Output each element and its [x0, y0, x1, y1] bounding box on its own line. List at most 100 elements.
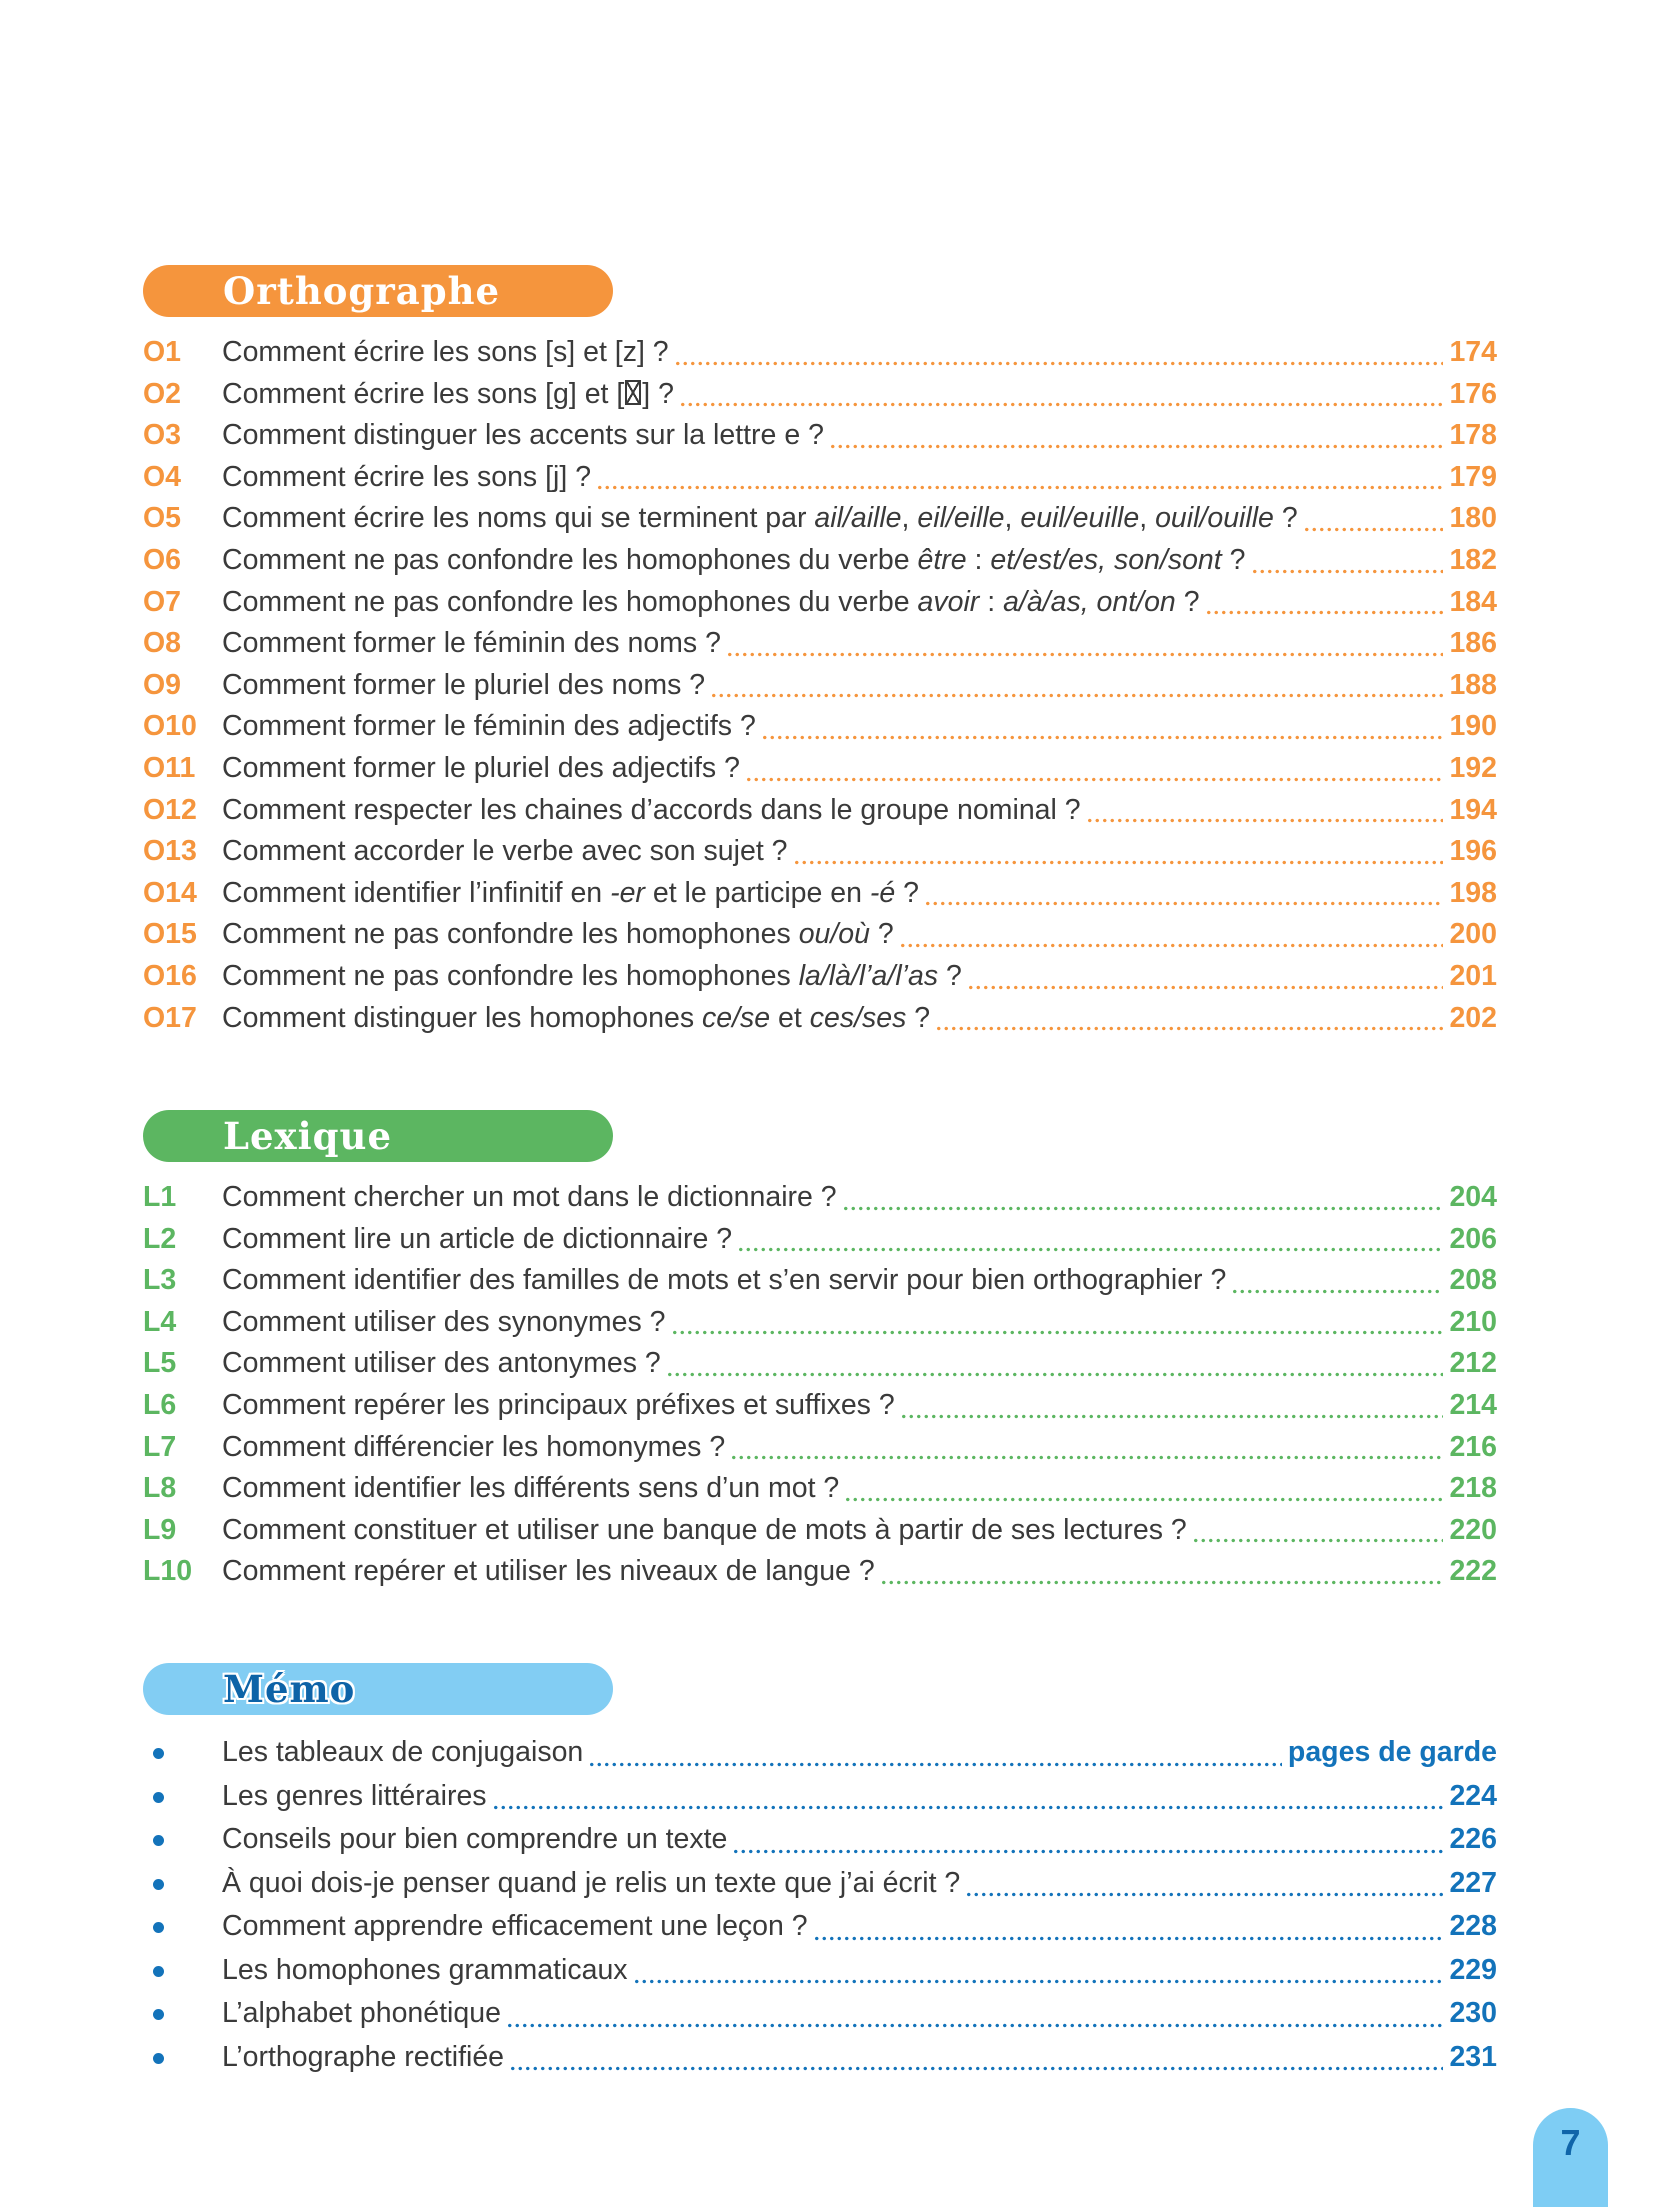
toc-row: L8 Comment identifier les différents sens… — [143, 1468, 1497, 1510]
dotted-leader — [828, 443, 1444, 449]
bullet-icon — [143, 1920, 222, 1934]
row-page-number: 179 — [1449, 460, 1497, 493]
toc-row: O16 Comment ne pas confondre les homophon… — [143, 956, 1497, 998]
dotted-leader — [924, 901, 1444, 907]
row-page-number: 196 — [1449, 835, 1497, 868]
toc-row: O17 Comment distinguer les homophones ce/… — [143, 998, 1497, 1040]
row-page-number: 227 — [1449, 1866, 1497, 1899]
row-title: Comment former le pluriel des adjectifs … — [222, 751, 740, 784]
row-title: Comment former le féminin des noms ? — [222, 627, 721, 660]
row-title: Comment ne pas confondre les homophones … — [222, 959, 962, 992]
row-page-number: 174 — [1449, 336, 1497, 368]
bullet-icon — [143, 1877, 222, 1890]
row-title: Comment écrire les sons [g] et [] ? — [222, 377, 674, 410]
dotted-leader — [792, 859, 1444, 865]
bullet-icon — [143, 2007, 222, 2021]
row-page-number: 182 — [1449, 543, 1497, 576]
section-title: Mémo — [223, 1667, 356, 1712]
dotted-leader — [879, 1580, 1444, 1586]
row-page-number: 218 — [1449, 1472, 1497, 1505]
toc-row: O6 Comment ne pas confondre les homophone… — [143, 540, 1497, 582]
section-rows-orthographe: O1 Comment écrire les sons [s] et [z] ? 17… — [143, 332, 1497, 1039]
row-page-number: 212 — [1449, 1347, 1497, 1380]
row-title: Comment utiliser des synonymes ? — [222, 1305, 666, 1338]
dotted-leader — [670, 1330, 1444, 1336]
section-header-orthographe: Orthographe — [143, 265, 613, 317]
row-page-number: 206 — [1449, 1222, 1497, 1255]
row-page-number: 190 — [1449, 710, 1497, 743]
dotted-leader — [1191, 1538, 1444, 1544]
toc-row: O12 Comment respecter les chaines d’accor… — [143, 790, 1497, 832]
row-page-number: 220 — [1449, 1513, 1497, 1546]
toc-row: À quoi dois-je penser quand je relis un … — [143, 1862, 1497, 1906]
toc-row: O7 Comment ne pas confondre les homophone… — [143, 582, 1497, 624]
row-page-number: 231 — [1449, 2040, 1497, 2073]
row-title: Comment former le pluriel des noms ? — [222, 668, 706, 701]
row-title: Comment écrire les noms qui se terminent… — [222, 502, 1298, 535]
row-page-number: 229 — [1449, 1953, 1497, 1986]
dotted-leader — [844, 1496, 1444, 1502]
bullet-icon — [143, 1833, 222, 1847]
dotted-leader — [898, 942, 1444, 948]
row-title: Comment chercher un mot dans le dictionn… — [222, 1181, 837, 1214]
row-title: Comment ne pas confondre les homophones … — [222, 918, 894, 951]
dotted-leader — [760, 734, 1444, 740]
row-code: O11 — [143, 751, 196, 784]
toc-row: L5 Comment utiliser des antonymes ? 212 — [143, 1343, 1497, 1385]
row-code: O17 — [143, 1001, 197, 1034]
toc-row: L’orthographe rectifiée 231 — [143, 2036, 1497, 2080]
toc-row: O3 Comment distinguer les accents sur la … — [143, 415, 1497, 457]
toc-row: L2 Comment lire un article de dictionnair… — [143, 1219, 1497, 1261]
row-code: O8 — [143, 627, 182, 660]
row-page-number: 228 — [1449, 1910, 1497, 1943]
row-title: Comment respecter les chaines d’accords … — [222, 793, 1081, 826]
row-page-number: 184 — [1449, 585, 1497, 618]
toc-content: Orthographe O1 Comment écrire les sons [s… — [143, 0, 1497, 2079]
missing-glyph-box — [625, 380, 642, 405]
dotted-leader — [841, 1205, 1444, 1211]
row-page-number: 188 — [1449, 668, 1497, 701]
toc-row: O5 Comment écrire les noms qui se termine… — [143, 498, 1497, 540]
row-title: Comment repérer et utiliser les niveaux … — [222, 1555, 875, 1588]
row-code: L1 — [143, 1181, 177, 1214]
section-lexique: Lexique L1 Comment chercher un mot dans l… — [143, 1110, 1497, 1593]
row-title: Comment ne pas confondre les homophones … — [222, 543, 1246, 576]
row-page-number: 222 — [1449, 1555, 1497, 1588]
row-code: O6 — [143, 543, 182, 576]
row-title: Les genres littéraires — [222, 1779, 487, 1812]
dotted-leader — [730, 1455, 1444, 1461]
row-code: O7 — [143, 585, 182, 618]
dotted-leader — [725, 651, 1444, 657]
row-code: O16 — [143, 959, 197, 992]
dotted-leader — [505, 2022, 1444, 2028]
row-title: Comment constituer et utiliser une banqu… — [222, 1513, 1187, 1546]
row-code: L6 — [143, 1389, 177, 1422]
toc-row: L3 Comment identifier des familles de mot… — [143, 1260, 1497, 1302]
row-title: Comment lire un article de dictionnaire … — [222, 1222, 733, 1255]
section-orthographe: Orthographe O1 Comment écrire les sons [s… — [143, 265, 1497, 1039]
bullet-icon — [143, 1964, 222, 1977]
row-title: Comment accorder le verbe avec son sujet… — [222, 835, 788, 868]
row-code: O2 — [143, 377, 182, 410]
row-page-number: pages de garde — [1287, 1736, 1497, 1769]
row-title: Les tableaux de conjugaison — [222, 1736, 584, 1769]
dotted-leader — [1085, 818, 1444, 824]
bullet-icon — [143, 1746, 222, 1760]
toc-row: O10 Comment former le féminin des adjecti… — [143, 706, 1497, 748]
dotted-leader — [1250, 568, 1444, 574]
row-page-number: 180 — [1449, 502, 1497, 535]
section-rows-memo: Les tableaux de conjugaison pages de gar… — [143, 1731, 1497, 2079]
row-code: O5 — [143, 502, 182, 535]
row-title: Comment distinguer les accents sur la le… — [222, 419, 824, 452]
row-code: L4 — [143, 1305, 177, 1338]
toc-row: L6 Comment repérer les principaux préfixe… — [143, 1385, 1497, 1427]
row-code: O9 — [143, 668, 182, 701]
row-page-number: 214 — [1449, 1389, 1497, 1422]
dotted-leader — [965, 1892, 1444, 1898]
row-page-number: 200 — [1449, 918, 1497, 951]
row-code: L2 — [143, 1222, 177, 1255]
row-page-number: 176 — [1449, 377, 1497, 410]
row-page-number: 194 — [1449, 793, 1497, 826]
dotted-leader — [812, 1935, 1444, 1941]
row-code: L3 — [143, 1264, 177, 1297]
